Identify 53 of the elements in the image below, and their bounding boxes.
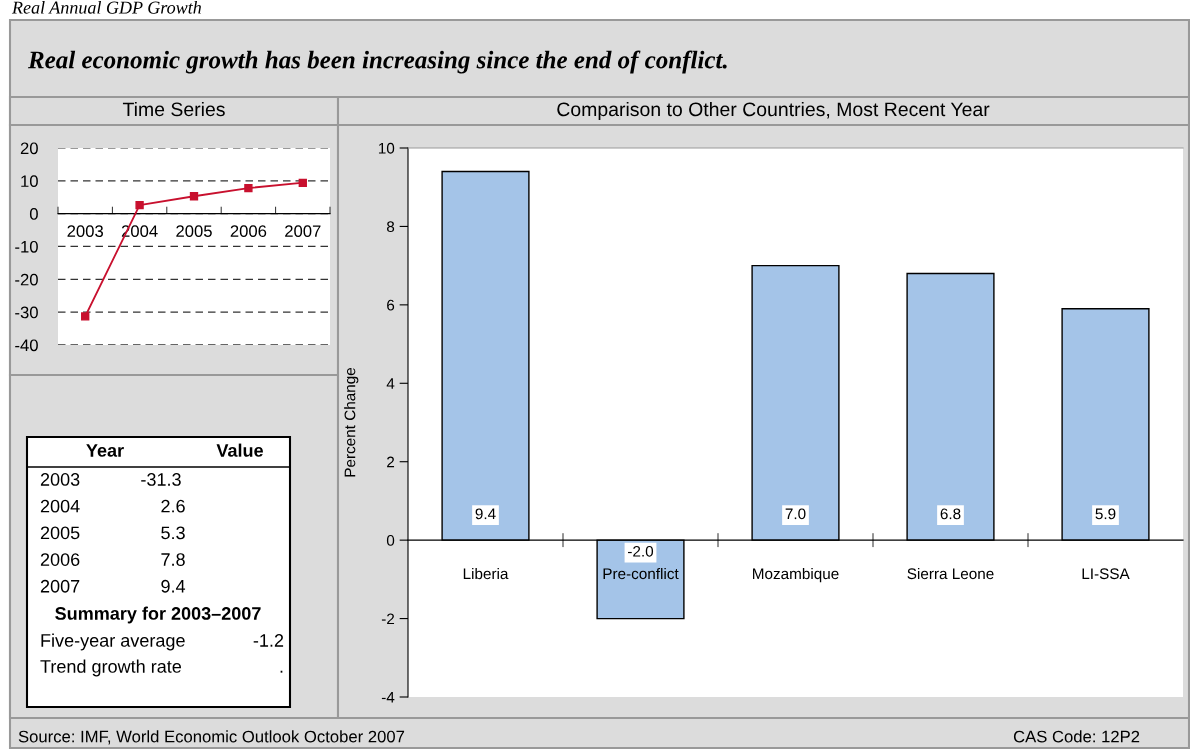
source-note: Source: IMF, World Economic Outlook October 2007 xyxy=(18,730,405,745)
y-tick-label: -40 xyxy=(15,339,38,352)
x-tick-label: 2006 xyxy=(230,225,267,238)
text: Value xyxy=(216,443,263,457)
y-tick-label: -20 xyxy=(15,273,38,286)
chart-title: Time Series xyxy=(122,101,225,117)
x-tick-label: LI-SSA xyxy=(1082,568,1130,580)
text: 2004 2.6 xyxy=(40,499,185,513)
data-label: -2.0 xyxy=(628,545,654,557)
text: -1.2 xyxy=(253,634,284,647)
text: . xyxy=(280,670,283,673)
x-tick-label: 2007 xyxy=(285,225,321,238)
y-tick-label: 4 xyxy=(386,378,395,389)
y-tick-label: 10 xyxy=(378,142,395,154)
y-tick-label: -4 xyxy=(381,692,395,703)
y-tick-label: 20 xyxy=(20,142,38,155)
text: 2007 9.4 xyxy=(40,579,186,593)
chart-title: Comparison to Other Countries, Most Recent Year xyxy=(557,101,990,121)
y-axis-title: Percent Change xyxy=(344,367,359,477)
y-tick-label: 0 xyxy=(386,535,395,546)
point xyxy=(244,183,253,193)
y-tick-label: -30 xyxy=(15,306,38,319)
point xyxy=(135,200,144,210)
x-tick-label: Mozambique xyxy=(753,567,839,583)
text: Trend growth rate xyxy=(40,659,182,677)
text: Real economic growth has been increasing since the end of conflict. xyxy=(27,50,727,74)
y-tick-label: -10 xyxy=(15,240,38,253)
text: Year xyxy=(86,444,124,457)
text: 2006 7.8 xyxy=(40,553,185,566)
data-label: 6.8 xyxy=(940,508,961,520)
text: CAS Code: 12P2 xyxy=(1013,730,1140,743)
x-tick-label: Sierra Leone xyxy=(907,567,994,580)
y-tick-label: -2 xyxy=(381,613,395,625)
data-label: 9.4 xyxy=(475,508,496,520)
text: Summary for 2003–2007 xyxy=(55,606,261,624)
text: Five-year average xyxy=(41,633,185,651)
y-tick-label: 0 xyxy=(29,208,38,220)
x-tick-label: 2003 xyxy=(67,225,104,238)
point xyxy=(298,178,307,187)
text: 2005 5.3 xyxy=(40,526,185,540)
y-tick-label: 8 xyxy=(386,221,395,233)
x-tick-label: Pre-conflict xyxy=(603,567,679,580)
y-tick-label: 2 xyxy=(387,456,395,468)
data-label: 5.9 xyxy=(1095,508,1116,520)
y-tick-label: 10 xyxy=(21,175,38,188)
text: 2003 -31.3 xyxy=(40,473,181,486)
x-tick-label: 2005 xyxy=(176,225,212,238)
data-label: 7.0 xyxy=(785,508,806,520)
point xyxy=(81,312,90,321)
point xyxy=(189,192,199,201)
text: Real Annual GDP Growth xyxy=(11,1,202,14)
y-tick-label: 6 xyxy=(387,299,395,311)
x-tick-label: Liberia xyxy=(463,567,509,580)
